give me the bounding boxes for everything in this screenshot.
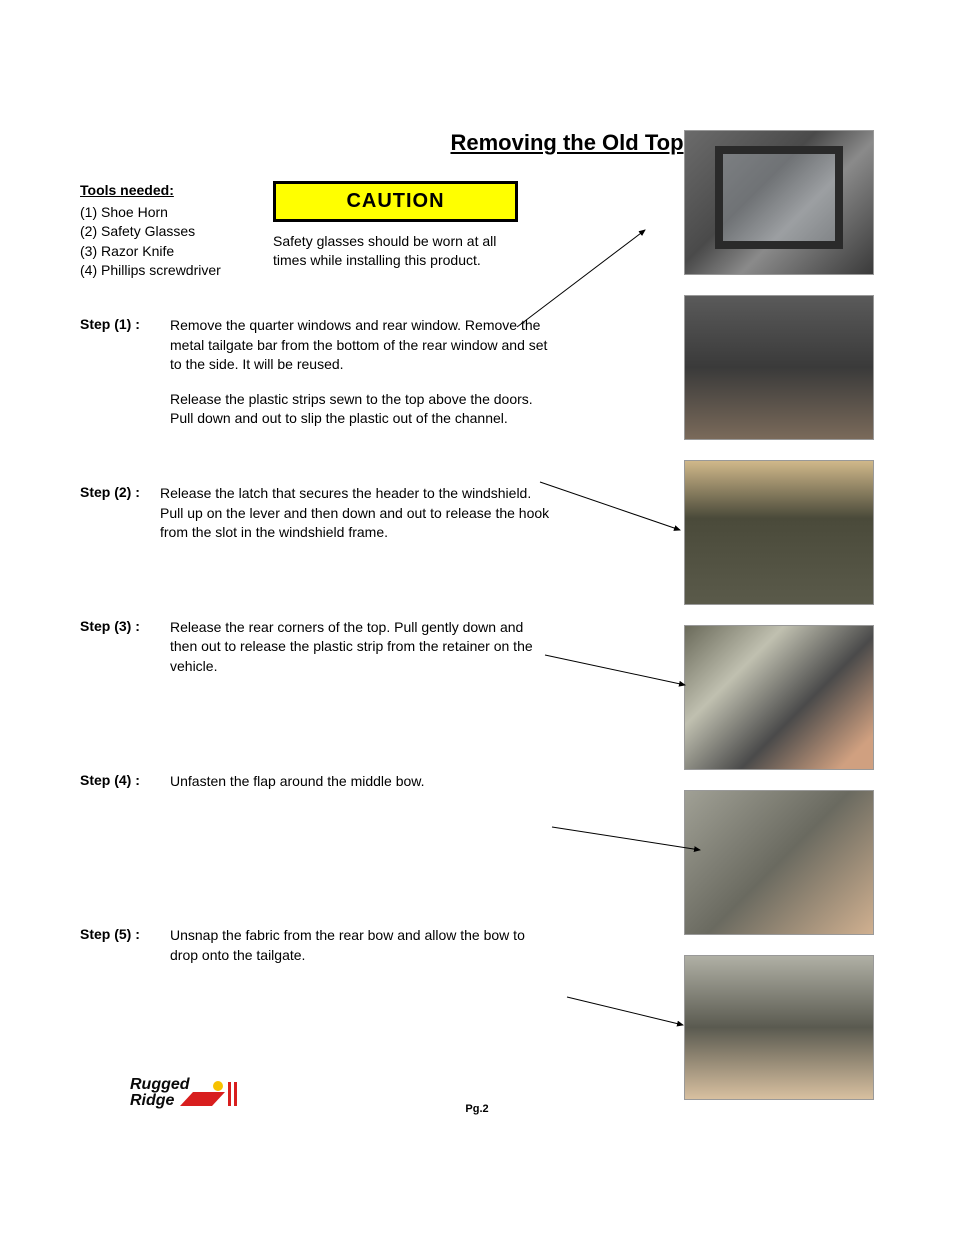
step-2: Step (2) : Release the latch that secure…: [80, 484, 550, 543]
tool-item: (1) Shoe Horn: [80, 203, 245, 223]
step-body: Release the rear corners of the top. Pul…: [170, 618, 550, 677]
instruction-image: [684, 295, 874, 440]
instruction-image: [684, 790, 874, 935]
step-paragraph: Release the plastic strips sewn to the t…: [170, 390, 550, 429]
step-label: Step (3) :: [80, 618, 160, 677]
instruction-image: [684, 625, 874, 770]
step-body: Remove the quarter windows and rear wind…: [170, 316, 550, 429]
tool-item: (3) Razor Knife: [80, 242, 245, 262]
caution-column: CAUTION Safety glasses should be worn at…: [273, 181, 518, 281]
step-paragraph: Unsnap the fabric from the rear bow and …: [170, 926, 550, 965]
instruction-image: [684, 955, 874, 1100]
tools-needed: Tools needed: (1) Shoe Horn (2) Safety G…: [80, 181, 245, 281]
step-1: Step (1) : Remove the quarter windows an…: [80, 316, 550, 429]
step-paragraph: Release the rear corners of the top. Pul…: [170, 618, 550, 677]
step-label: Step (4) :: [80, 772, 160, 792]
brand-logo: Rugged Ridge: [130, 1073, 260, 1115]
svg-text:Rugged: Rugged: [130, 1076, 191, 1093]
rugged-ridge-logo-icon: Rugged Ridge: [130, 1073, 260, 1115]
svg-text:Ridge: Ridge: [130, 1092, 175, 1109]
caution-text: Safety glasses should be worn at all tim…: [273, 232, 518, 270]
step-paragraph: Release the latch that secures the heade…: [160, 484, 550, 543]
tools-heading: Tools needed:: [80, 181, 245, 201]
step-body: Release the latch that secures the heade…: [160, 484, 550, 543]
step-label: Step (2) :: [80, 484, 160, 543]
step-5: Step (5) : Unsnap the fabric from the re…: [80, 926, 550, 965]
image-column: [684, 130, 874, 1100]
instruction-image: [684, 460, 874, 605]
step-body: Unsnap the fabric from the rear bow and …: [170, 926, 550, 965]
step-paragraph: Remove the quarter windows and rear wind…: [170, 316, 550, 375]
caution-label: CAUTION: [273, 181, 518, 222]
page-number: Pg.2: [465, 1103, 488, 1115]
step-label: Step (5) :: [80, 926, 160, 965]
step-4: Step (4) : Unfasten the flap around the …: [80, 772, 550, 792]
step-label: Step (1) :: [80, 316, 160, 429]
steps-list: Step (1) : Remove the quarter windows an…: [80, 316, 550, 965]
page-content: Removing the Old Top Tools needed: (1) S…: [80, 130, 874, 1135]
step-3: Step (3) : Release the rear corners of t…: [80, 618, 550, 677]
instruction-image: [684, 130, 874, 275]
step-body: Unfasten the flap around the middle bow.: [170, 772, 550, 792]
tool-item: (4) Phillips screwdriver: [80, 261, 245, 281]
tool-item: (2) Safety Glasses: [80, 222, 245, 242]
step-paragraph: Unfasten the flap around the middle bow.: [170, 772, 550, 792]
